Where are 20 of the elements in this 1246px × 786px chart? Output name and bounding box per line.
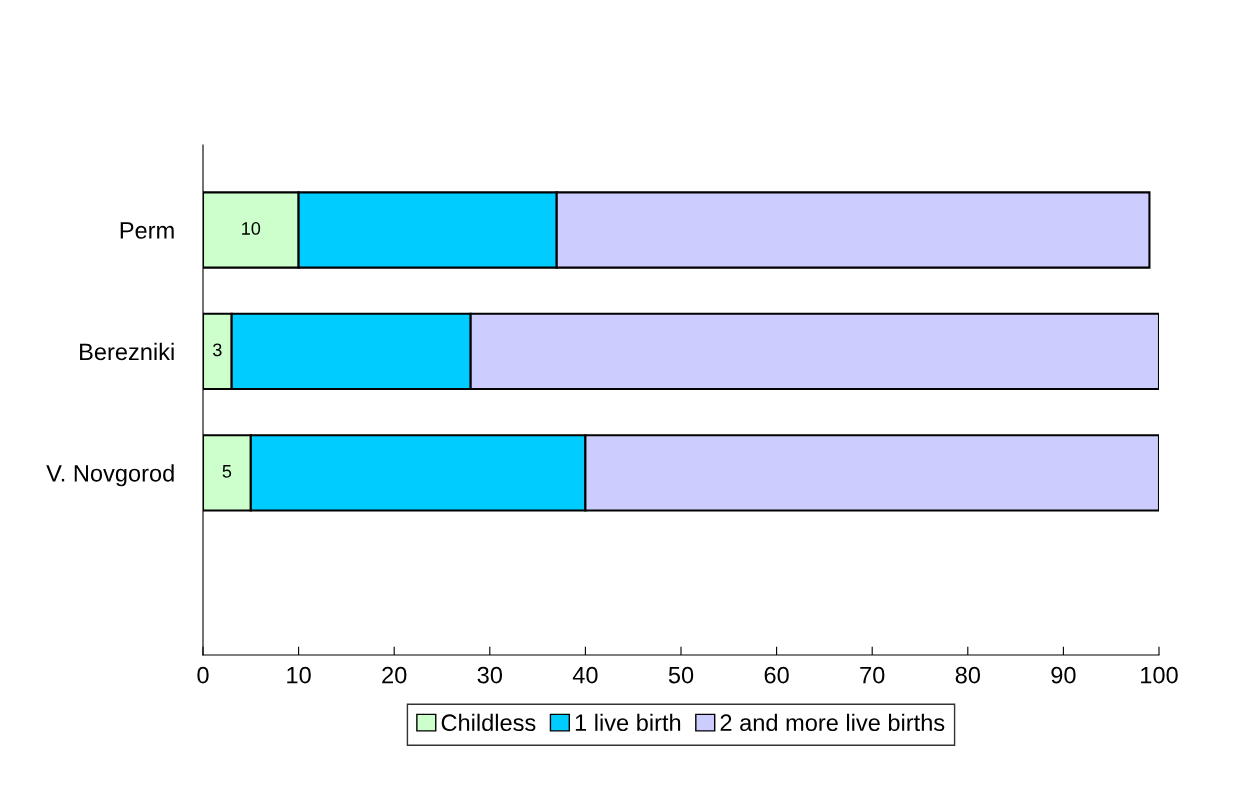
data-label: 10 xyxy=(242,222,261,235)
x-tick-label: 80 xyxy=(955,666,981,684)
legend-label: Childless xyxy=(441,713,536,732)
x-tick-label: 100 xyxy=(1141,666,1178,684)
x-tick-label: 30 xyxy=(477,666,503,684)
x-tick-label: 70 xyxy=(860,666,885,684)
x-tick-label: 40 xyxy=(572,666,598,684)
x-tick-label: 90 xyxy=(1051,666,1076,684)
x-tick-label: 60 xyxy=(764,666,789,684)
y-tick-label: Berezniki xyxy=(80,342,174,361)
y-tick-label: Perm xyxy=(120,222,174,239)
x-tick-label: 10 xyxy=(287,666,311,684)
data-label: 5 xyxy=(222,465,232,478)
x-tick-label: 50 xyxy=(668,666,694,684)
x-tick-label: 0 xyxy=(197,666,209,684)
x-tick-label: 20 xyxy=(382,666,407,684)
legend-label: 1 live birth xyxy=(575,713,681,732)
legend-label: 2 and more live births xyxy=(720,713,945,732)
data-label: 3 xyxy=(213,343,222,357)
y-tick-label: V. Novgorod xyxy=(46,464,174,487)
